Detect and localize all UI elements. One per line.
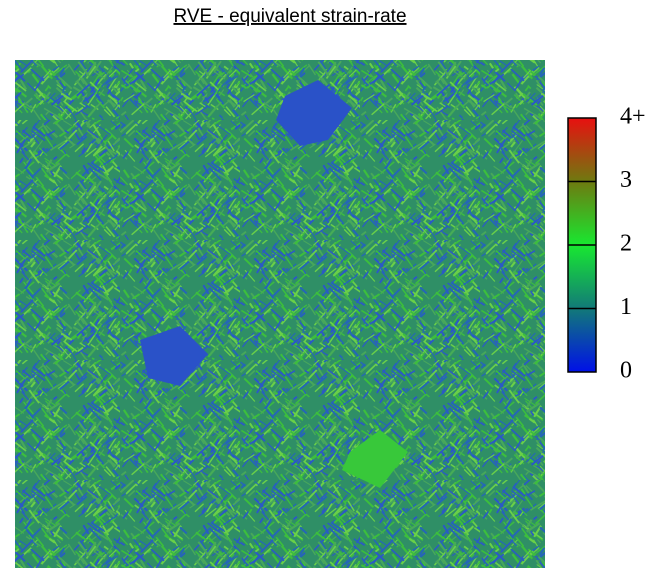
- field: [15, 60, 545, 568]
- colorbar-tick-label: 1: [620, 294, 632, 320]
- colorbar-tick-label: 3: [620, 167, 632, 193]
- page: RVE - equivalent strain-rate 01234+ (() …: [0, 0, 672, 568]
- chart-title: RVE - equivalent strain-rate: [173, 6, 406, 27]
- colorbar-tick-label: 2: [620, 231, 632, 257]
- colorbar-tick-label: 4+: [620, 104, 646, 130]
- figure: RVE - equivalent strain-rate 0 1 2 3 4+: [0, 0, 672, 568]
- colorbar-tick-label: 0: [620, 358, 632, 384]
